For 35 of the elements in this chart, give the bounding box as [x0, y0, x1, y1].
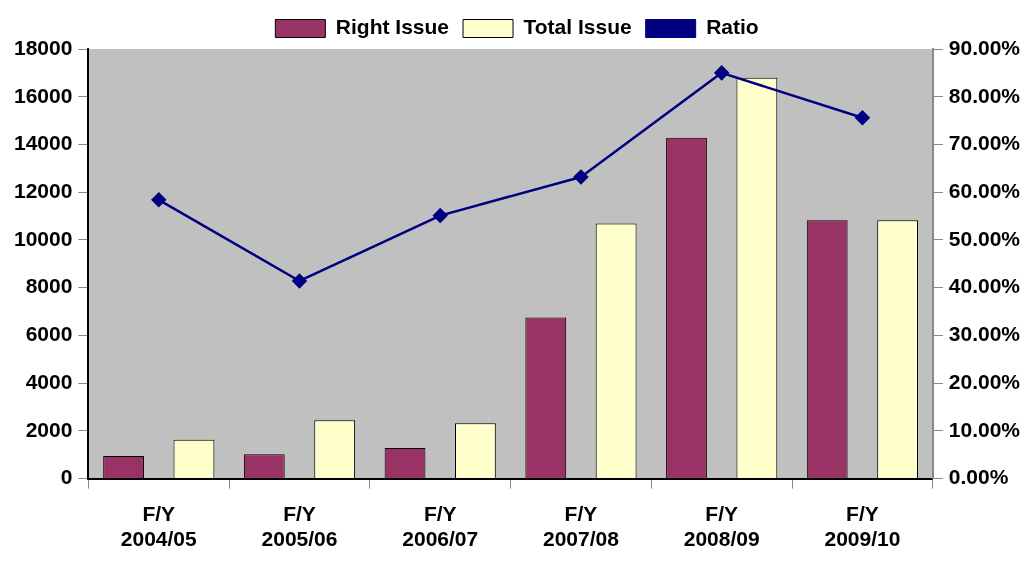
legend-label: Right Issue [335, 15, 450, 39]
legend-label: Ratio [706, 15, 759, 39]
y2-tick-label: 50.00% [948, 226, 1021, 250]
y2-tick-label: 90.00% [948, 35, 1021, 59]
point [432, 208, 448, 223]
y2-tick-label: 0.00% [948, 465, 1009, 489]
x-tick-label: F/Y 2007/08 [542, 502, 620, 551]
point [714, 65, 729, 81]
point [573, 169, 589, 185]
point [292, 273, 307, 289]
y-tick-label: 8000 [25, 274, 73, 298]
y2-tick-label: 20.00% [948, 369, 1021, 393]
y-tick-label: 18000 [13, 35, 73, 59]
y2-tick-label: 80.00% [948, 83, 1021, 107]
y-tick-label: 12000 [13, 179, 73, 202]
x-tick-label: F/Y 2005/06 [261, 502, 338, 551]
x-tick-label: F/Y 2004/05 [120, 502, 198, 551]
y-tick-label: 4000 [25, 369, 73, 393]
x-tick-label: F/Y 2006/07 [402, 502, 479, 551]
y2-tick-label: 30.00% [948, 322, 1021, 346]
y-tick-label: 16000 [13, 83, 73, 107]
point [855, 110, 870, 125]
x-tick-label: F/Y 2008/09 [683, 502, 760, 551]
y2-tick-label: 70.00% [948, 131, 1021, 155]
y2-tick-label: 10.00% [948, 417, 1021, 441]
y-tick-label: 0 [60, 465, 73, 489]
y-tick-label: 14000 [13, 131, 73, 155]
y2-tick-label: 40.00% [948, 274, 1021, 298]
y-tick-label: 10000 [13, 226, 73, 250]
legend-label: Total Issue [523, 15, 632, 39]
point [151, 192, 167, 208]
y2-tick-label: 60.00% [948, 179, 1021, 202]
y-tick-label: 6000 [25, 322, 73, 346]
x-tick-label: F/Y 2009/10 [824, 502, 901, 551]
y-tick-label: 2000 [25, 417, 73, 441]
